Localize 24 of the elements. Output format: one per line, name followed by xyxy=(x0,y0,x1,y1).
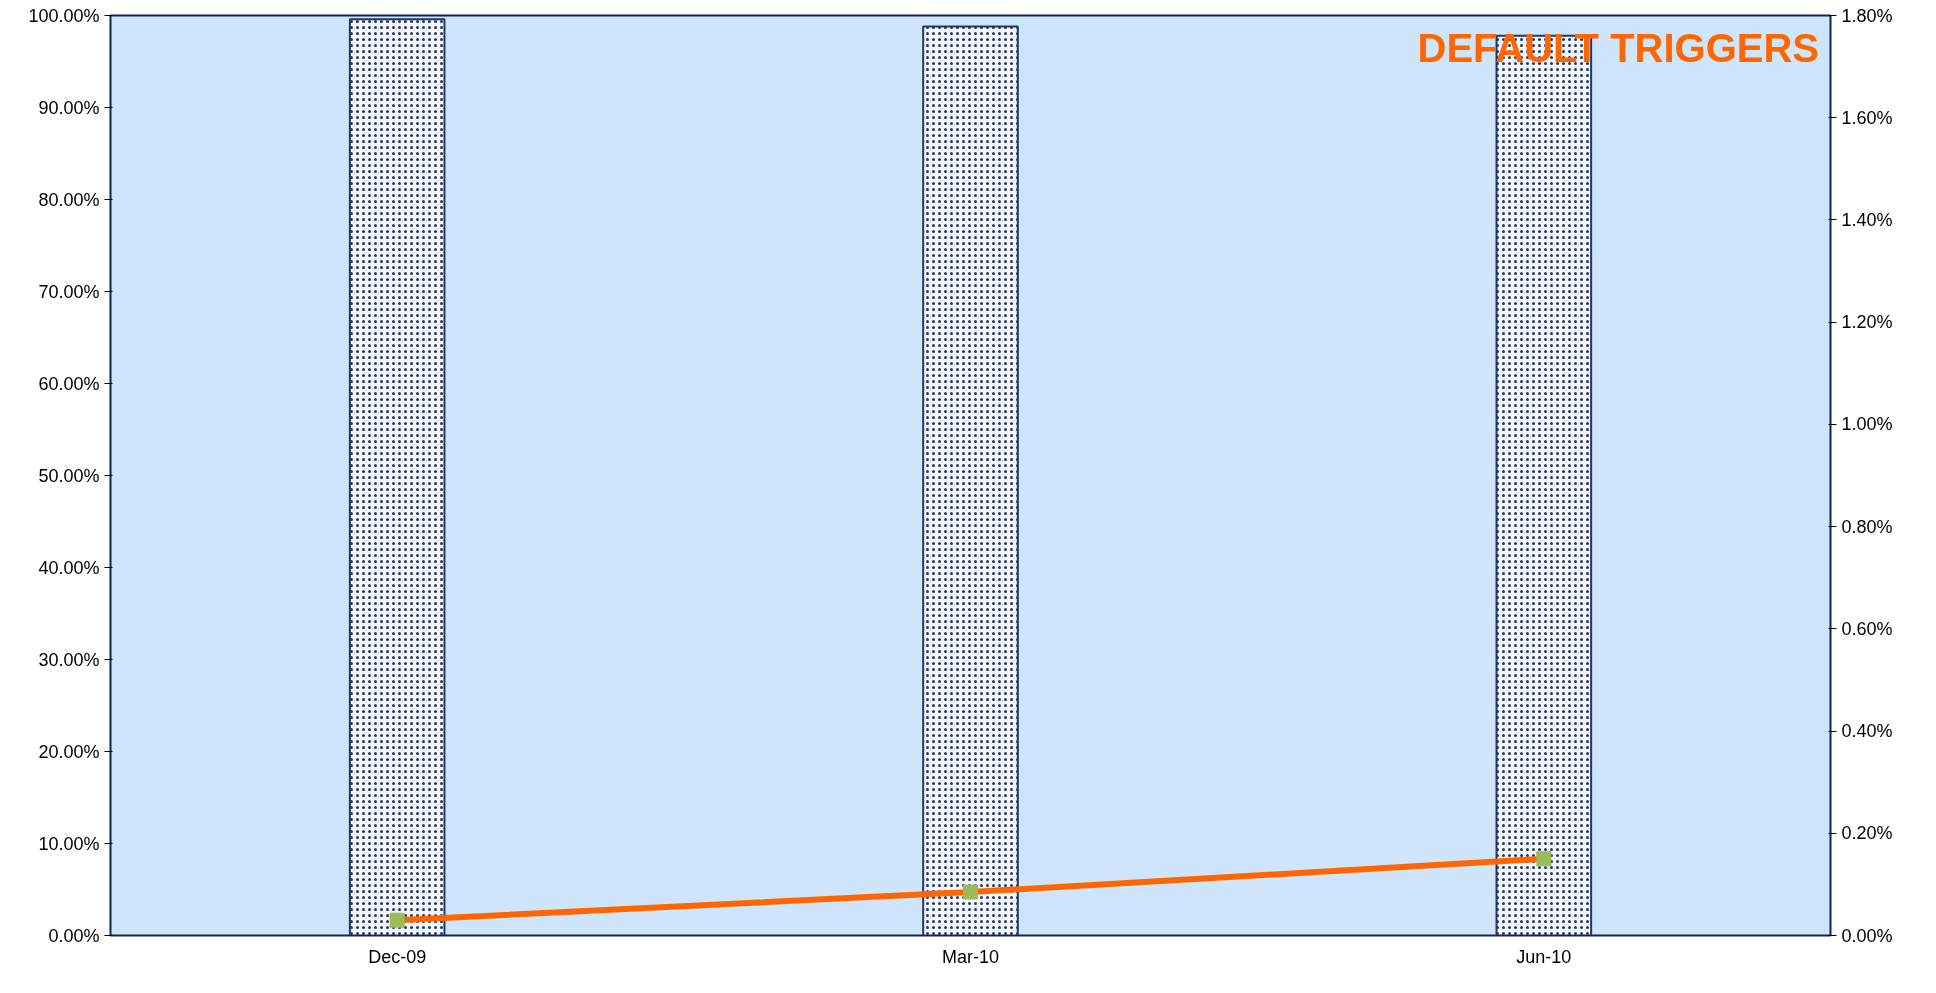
y2-tick-label: 1.00% xyxy=(1841,414,1893,435)
y-tick-label: 40.00% xyxy=(38,557,100,578)
y-tick-label: 10.00% xyxy=(38,833,100,854)
y2-tick-label: 1.20% xyxy=(1841,312,1893,333)
y2-tick-label: 0.60% xyxy=(1841,618,1893,639)
y-tick-label: 90.00% xyxy=(38,97,100,118)
y2-tick-label: 1.40% xyxy=(1841,209,1893,230)
y-tick-label: 60.00% xyxy=(38,373,100,394)
y2-tick-label: 1.60% xyxy=(1841,107,1893,128)
y2-tick-label: 0.00% xyxy=(1841,925,1893,946)
y-tick-label: 30.00% xyxy=(38,649,100,670)
x-tick-label: Dec-09 xyxy=(368,946,427,967)
x-tick-label: Mar-10 xyxy=(941,946,1000,967)
y2-tick-label: 0.20% xyxy=(1841,823,1893,844)
y-tick-label: 20.00% xyxy=(38,741,100,762)
x-tick-label: Jun-10 xyxy=(1516,946,1572,967)
y-tick-label: 50.00% xyxy=(38,465,100,486)
y-tick-label: 100.00% xyxy=(28,5,100,26)
y-tick-label: 70.00% xyxy=(38,281,100,302)
y2-tick-label: 1.80% xyxy=(1841,5,1893,26)
y2-tick-label: 0.40% xyxy=(1841,721,1893,742)
y2-tick-label: 0.80% xyxy=(1841,516,1893,537)
y-tick-label: 0.00% xyxy=(48,925,100,946)
y-tick-label: 80.00% xyxy=(38,189,100,210)
